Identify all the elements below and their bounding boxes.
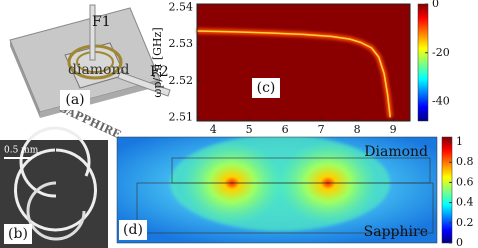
x-tick-label: 9 xyxy=(390,123,397,136)
colorbar-label: -40 xyxy=(432,95,450,108)
frame xyxy=(196,3,411,122)
colorbar xyxy=(417,3,429,122)
panel-a: F1 diamond F2 SAPPHIRE (a) xyxy=(9,4,171,141)
panel-label: (c) xyxy=(257,80,276,96)
colorbar xyxy=(441,136,453,244)
colorbar-label: 0.6 xyxy=(456,175,474,188)
y-tick-label: 2.51 xyxy=(169,110,194,123)
y-tick-label: 2.53 xyxy=(169,37,194,50)
panel-b: 0.5 mm (b) xyxy=(0,126,108,248)
resonance-line xyxy=(196,30,391,118)
x-tick-label: 6 xyxy=(282,123,289,136)
colorbar-label: 0.2 xyxy=(456,216,474,229)
colorbar-label: -20 xyxy=(432,46,450,59)
x-tick-label: 8 xyxy=(354,123,361,136)
panel-label: (d) xyxy=(123,222,143,238)
colorbar-label: 0.4 xyxy=(456,196,474,209)
colorbar-label: 0.8 xyxy=(456,155,474,168)
annotation: Diamond xyxy=(364,144,428,160)
diamond-label: diamond xyxy=(68,62,130,78)
sapphire-outline xyxy=(136,182,434,234)
label-box xyxy=(252,78,280,98)
x-tick-label: 4 xyxy=(210,123,217,136)
field-map xyxy=(117,137,437,243)
y-axis-title: ωp/2π [GHz] xyxy=(151,27,164,97)
panel-label: (a) xyxy=(65,92,84,108)
y-tick-label: 2.54 xyxy=(169,1,194,14)
heatmap xyxy=(197,4,410,121)
colorbar-label: 0 xyxy=(432,0,439,10)
annotation: Sapphire xyxy=(364,224,428,240)
label-box xyxy=(119,220,147,240)
label-box xyxy=(4,224,32,244)
x-tick-label: 7 xyxy=(318,123,325,136)
x-tick-label: 5 xyxy=(246,123,253,136)
colorbar-label: 0 xyxy=(456,236,463,248)
panel-d: Diamond Sapphire (d) 0 0.2 0.4 0.6 0.8 1 xyxy=(116,135,474,248)
y-tick-label: 2.52 xyxy=(169,74,194,87)
frame xyxy=(116,136,438,244)
panel-label: (b) xyxy=(8,226,28,242)
feed-label: F1 xyxy=(92,14,111,30)
label-box xyxy=(60,90,90,110)
feed-label: F2 xyxy=(150,64,169,80)
colorbar-label: 1 xyxy=(456,135,463,148)
scale-bar: 0.5 mm xyxy=(4,146,39,156)
